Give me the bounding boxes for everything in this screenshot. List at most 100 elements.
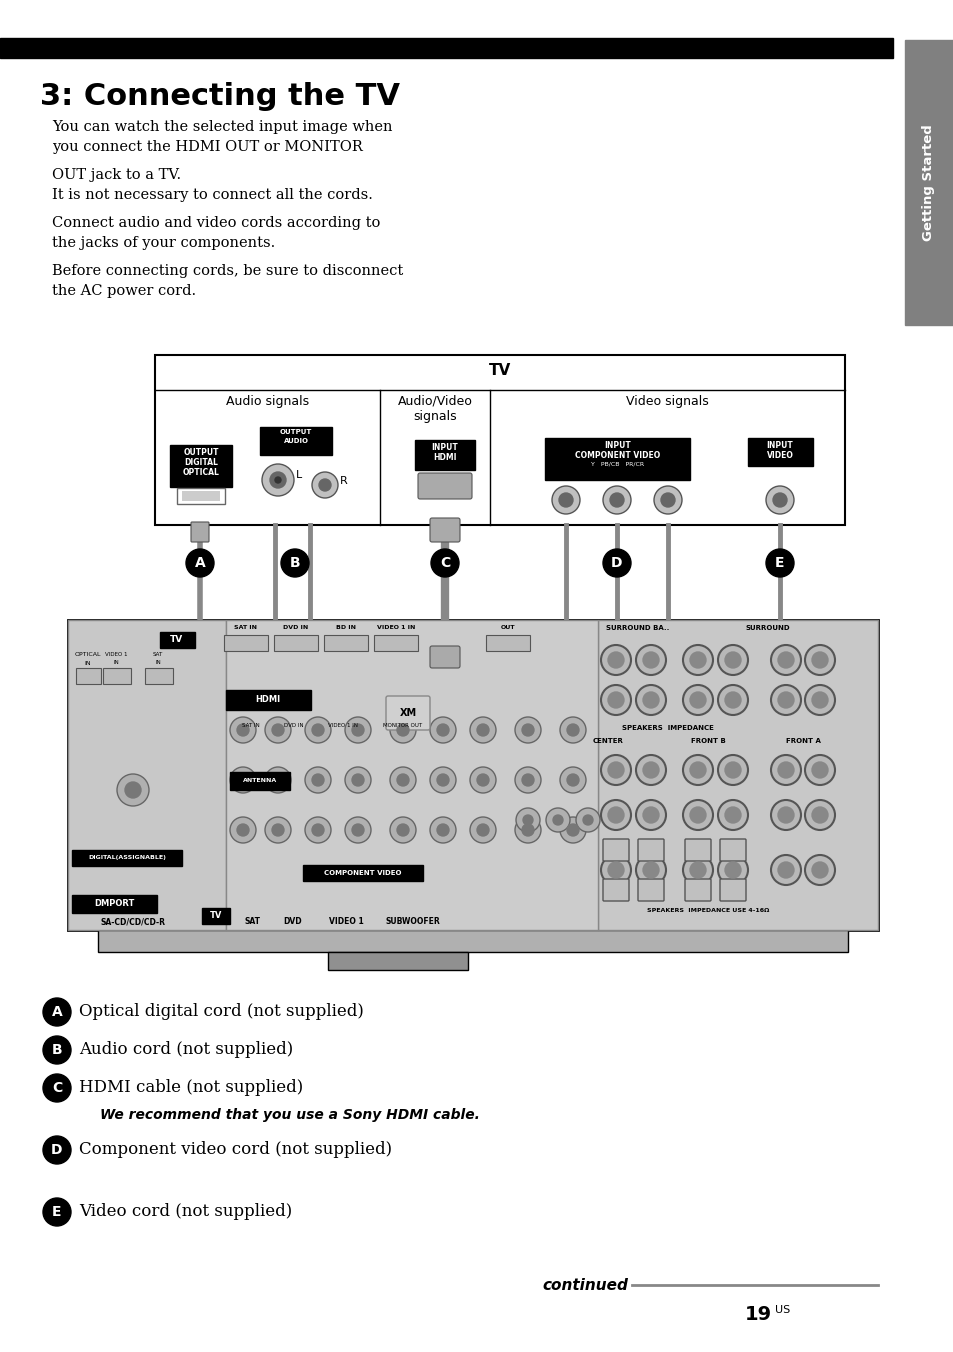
Circle shape [682,685,712,715]
Text: R: R [339,476,348,485]
Text: FRONT A: FRONT A [784,738,820,744]
Circle shape [607,652,623,668]
Circle shape [552,485,579,514]
Circle shape [516,808,539,831]
Text: A: A [51,1005,62,1019]
Bar [415,439,475,470]
Circle shape [43,1073,71,1102]
Circle shape [772,493,786,507]
Text: SURROUND: SURROUND [745,625,789,631]
Circle shape [186,549,213,577]
Bar [224,635,268,652]
Bar [226,690,311,710]
Circle shape [778,763,793,777]
Text: DIGITAL(ASSIGNABLE): DIGITAL(ASSIGNABLE) [88,856,166,860]
Circle shape [559,817,585,844]
Circle shape [345,767,371,794]
Circle shape [305,767,331,794]
Circle shape [396,725,409,735]
Circle shape [636,645,665,675]
Text: COMPONENT VIDEO: COMPONENT VIDEO [324,869,401,876]
Circle shape [281,549,309,577]
Bar [324,635,368,652]
Bar [226,621,598,930]
Circle shape [642,692,659,708]
Circle shape [522,815,533,825]
Circle shape [312,472,337,498]
Text: COMPONENT VIDEO: COMPONENT VIDEO [575,452,659,460]
Text: continued: continued [541,1278,627,1293]
Text: VIDEO 1: VIDEO 1 [328,918,363,926]
Circle shape [689,807,705,823]
Text: Video signals: Video signals [625,395,708,408]
Text: HDMI: HDMI [255,695,280,704]
Circle shape [689,692,705,708]
Circle shape [607,692,623,708]
Bar [71,895,157,913]
FancyBboxPatch shape [602,879,628,900]
Circle shape [274,477,281,483]
Bar [328,952,468,969]
Text: Component video cord (not supplied): Component video cord (not supplied) [79,1141,392,1159]
Text: OUT: OUT [500,625,515,630]
Text: Y   PB/CB   PR/CR: Y PB/CB PR/CR [591,461,644,466]
Text: D: D [51,1142,63,1157]
Text: SA-CD/CD/CD-R: SA-CD/CD/CD-R [100,918,165,926]
Circle shape [770,645,801,675]
Circle shape [515,817,540,844]
Bar [98,930,847,952]
Bar [274,635,317,652]
Text: OPTICAL: OPTICAL [182,468,219,477]
Text: D: D [611,556,622,571]
Circle shape [607,863,623,877]
Text: INPUT: INPUT [766,441,793,450]
Text: B: B [51,1042,62,1057]
Text: CENTER: CENTER [592,738,622,744]
Circle shape [724,807,740,823]
Circle shape [43,1036,71,1064]
Circle shape [265,817,291,844]
Bar [598,621,877,930]
Text: SPEAKERS  IMPEDANCE USE 4-16Ω: SPEAKERS IMPEDANCE USE 4-16Ω [646,909,768,913]
Text: E: E [775,556,784,571]
FancyBboxPatch shape [638,840,663,861]
Text: 3: Connecting the TV: 3: Connecting the TV [40,82,399,111]
Circle shape [566,773,578,786]
Circle shape [312,725,324,735]
FancyBboxPatch shape [684,879,710,900]
Text: TV: TV [488,362,511,379]
Circle shape [811,692,827,708]
Text: TV: TV [171,635,183,645]
Circle shape [636,754,665,786]
Text: INPUT: INPUT [604,441,631,450]
Text: OUTPUT: OUTPUT [183,448,218,457]
Circle shape [236,725,249,735]
Circle shape [345,817,371,844]
Bar [170,445,232,487]
Text: B: B [290,556,300,571]
Text: IN: IN [155,660,161,665]
Circle shape [642,763,659,777]
Text: DVD IN: DVD IN [284,723,303,727]
FancyBboxPatch shape [430,518,459,542]
Text: DVD IN: DVD IN [283,625,309,630]
Text: US: US [774,1305,789,1315]
Circle shape [654,485,681,514]
Circle shape [476,823,489,836]
Circle shape [470,717,496,744]
Circle shape [470,767,496,794]
Circle shape [352,725,364,735]
Circle shape [265,717,291,744]
Circle shape [521,823,534,836]
Circle shape [305,817,331,844]
Circle shape [718,645,747,675]
Text: OUTPUT: OUTPUT [279,429,312,435]
Bar [747,438,812,466]
FancyBboxPatch shape [602,840,628,861]
Circle shape [811,807,827,823]
FancyBboxPatch shape [430,646,459,668]
Text: C: C [439,556,450,571]
Circle shape [642,652,659,668]
Text: E: E [52,1205,62,1220]
Text: Optical digital cord (not supplied): Optical digital cord (not supplied) [79,1003,363,1021]
